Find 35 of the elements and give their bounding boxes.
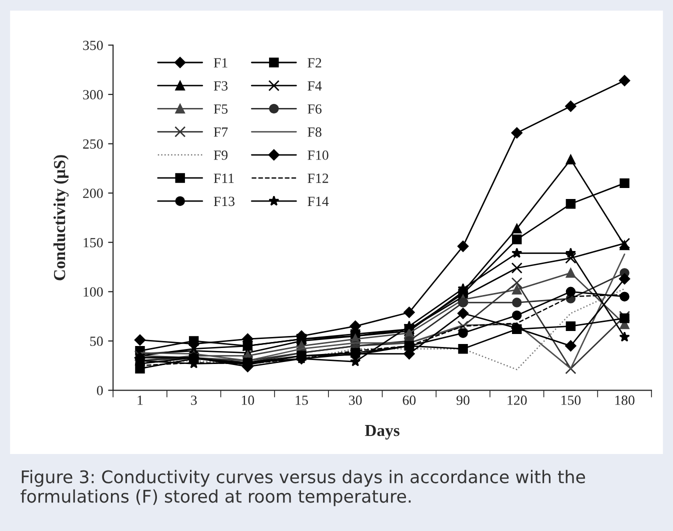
legend-label: F8	[308, 127, 322, 137]
legend-label: F13	[214, 196, 234, 206]
y-axis-title: Conductivity (µS)	[53, 155, 69, 280]
x-tick-label: 180	[615, 396, 634, 405]
y-tick-label: 250	[83, 139, 103, 149]
y-tick-label: 100	[84, 287, 103, 297]
y-tick-label: 200	[83, 188, 103, 198]
x-tick-label: 30	[349, 396, 362, 405]
legend-label: F7	[214, 128, 228, 137]
y-tick-label: 150	[84, 238, 103, 248]
legend-label: F9	[214, 150, 228, 160]
x-tick-label: 150	[562, 396, 581, 405]
legend-label: F3	[214, 81, 228, 91]
y-tick-label: 300	[83, 90, 103, 100]
legend-label: F2	[308, 58, 322, 68]
x-tick-label: 10	[242, 396, 254, 405]
x-tick-label: 60	[402, 396, 416, 405]
x-axis-title: Days	[364, 425, 400, 440]
x-tick-label: 15	[296, 396, 308, 405]
legend-label: F4	[308, 81, 322, 90]
x-tick-label: 90	[456, 396, 470, 405]
legend-label: F14	[308, 196, 329, 206]
legend-label: F10	[308, 150, 328, 160]
y-tick-label: 50	[90, 336, 103, 346]
y-tick-label: 0	[96, 386, 103, 396]
y-tick-label: 350	[83, 40, 103, 50]
caption: Figure 3: Conductivity curves versus days in accordance with the formulations (F) stored at room temperature.	[20, 470, 586, 506]
legend-label: F11	[214, 174, 234, 183]
legend-label: F6	[308, 104, 322, 114]
x-tick-label: 3	[191, 396, 197, 405]
x-tick-label: 120	[508, 396, 527, 405]
legend-label: F5	[214, 104, 228, 114]
x-tick-label: 1	[138, 396, 143, 405]
legend-label: F12	[308, 174, 328, 183]
legend-label: F1	[214, 58, 228, 68]
